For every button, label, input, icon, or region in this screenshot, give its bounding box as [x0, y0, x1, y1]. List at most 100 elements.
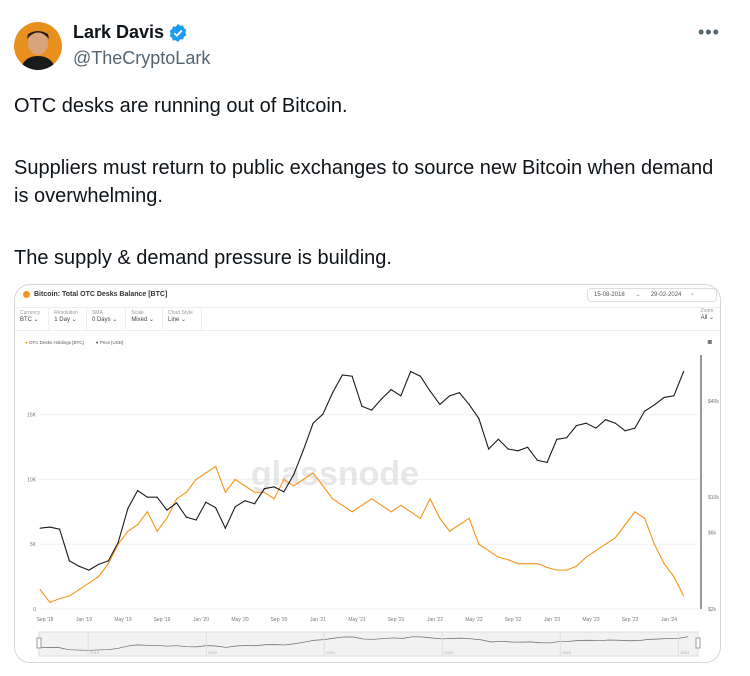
y-right-tick-label: $40k [708, 399, 719, 405]
holdings-point [312, 472, 314, 474]
price-point [458, 392, 460, 394]
price-point [468, 403, 470, 405]
chart-plot: 0 5K 10K 15K $2k $6k $10k $40k Sep '18 Jan '19 May… [27, 355, 719, 657]
more-options-button[interactable]: ••• [698, 22, 720, 42]
x-tick-label: May '23 [582, 617, 600, 623]
holdings-point [166, 517, 168, 519]
holdings-point [556, 569, 558, 571]
author-handle[interactable]: @TheCryptoLark [73, 48, 211, 68]
holdings-point [429, 498, 431, 500]
price-point [68, 560, 70, 562]
price-point [536, 459, 538, 461]
navigator-label: 2019 [90, 650, 100, 655]
holdings-point [68, 595, 70, 597]
holdings-point [361, 504, 363, 506]
holdings-point [605, 543, 607, 545]
price-point [449, 395, 451, 397]
price-point [429, 390, 431, 392]
date-from: 15-08-2018 [594, 292, 625, 298]
price-point [195, 519, 197, 521]
chart-title-text: Bitcoin: Total OTC Desks Balance [BTC] [34, 291, 168, 298]
price-point [517, 450, 519, 452]
holdings-point [185, 491, 187, 493]
price-point [341, 374, 343, 376]
holdings-point [458, 524, 460, 526]
holdings-point [497, 556, 499, 558]
author-name-text[interactable]: Lark Davis [73, 22, 165, 42]
navigator-handle-right[interactable] [695, 637, 701, 649]
x-tick-label: Sep '22 [505, 617, 522, 623]
control-label: Zoom [700, 308, 714, 314]
y-right-tick-label: $10k [708, 495, 719, 501]
price-point [566, 437, 568, 439]
price-point [98, 563, 100, 565]
chart-legend: ● OTC Desks Holdings [BTC] ● Price [USD] [25, 340, 123, 345]
price-point [224, 527, 226, 529]
price-point [302, 449, 304, 451]
x-tick-label: Jan '23 [544, 617, 560, 623]
price-point [176, 502, 178, 504]
holdings-point [273, 498, 275, 500]
holdings-point [517, 563, 519, 565]
price-point [166, 509, 168, 511]
holdings-point [224, 491, 226, 493]
price-point [556, 438, 558, 440]
navigator-handle-left[interactable] [36, 637, 42, 649]
price-point [273, 486, 275, 488]
holdings-point [127, 530, 129, 532]
holdings-point [88, 582, 90, 584]
tweet-paragraph: OTC desks are running out of Bitcoin. [14, 95, 348, 117]
price-point [137, 489, 139, 492]
holdings-point [98, 576, 100, 578]
price-point [293, 474, 295, 476]
holdings-point [351, 511, 353, 513]
holdings-point [39, 588, 41, 591]
price-point [215, 507, 217, 509]
holdings-point [263, 491, 265, 493]
price-point [624, 430, 626, 432]
chart-image[interactable]: Bitcoin: Total OTC Desks Balance [BTC] 1… [14, 284, 721, 663]
navigator-scrollbar[interactable] [38, 631, 699, 657]
y-left-tick-label: 15K [27, 413, 37, 419]
price-point [507, 448, 509, 450]
price-point [351, 375, 353, 377]
avatar[interactable] [14, 22, 62, 70]
camera-icon: ◙ [707, 339, 712, 346]
price-point [683, 370, 685, 373]
holdings-point [380, 504, 382, 506]
x-tick-label: Sep '21 [388, 617, 405, 623]
price-point [653, 404, 655, 406]
control-value: 0 Days ⌄ [91, 317, 118, 323]
price-point [88, 569, 90, 571]
control-value: Mixed ⌄ [131, 317, 155, 323]
y-left-tick-label: 10K [27, 477, 37, 483]
price-point [400, 395, 402, 397]
price-point [478, 417, 480, 420]
x-tick-label: Jan '20 [193, 617, 209, 623]
holdings-point [156, 530, 158, 532]
x-tick-label: Jan '21 [310, 617, 326, 623]
price-point [78, 565, 80, 567]
x-tick-label: May '21 [348, 617, 366, 623]
holdings-point [585, 556, 587, 558]
holdings-point [566, 569, 568, 571]
price-point [117, 542, 119, 544]
holdings-point [488, 550, 490, 552]
holdings-point [302, 478, 304, 481]
price-point [205, 501, 207, 503]
x-tick-label: Jan '19 [76, 617, 92, 623]
price-point [263, 488, 265, 490]
holdings-point [614, 537, 616, 539]
price-point [439, 403, 441, 405]
legend-price: ● Price [USD] [95, 340, 124, 345]
y-left-tick-label: 0 [33, 607, 36, 613]
holdings-point [595, 550, 597, 552]
price-point [49, 526, 51, 528]
price-point [614, 422, 616, 424]
price-point [575, 425, 577, 427]
price-point [254, 503, 256, 505]
control-sma: SMA 0 Days ⌄ [87, 308, 127, 330]
x-tick-label: May '19 [114, 617, 132, 623]
control-value: Line ⌄ [168, 317, 187, 323]
author-name[interactable]: Lark Davis [73, 22, 188, 43]
